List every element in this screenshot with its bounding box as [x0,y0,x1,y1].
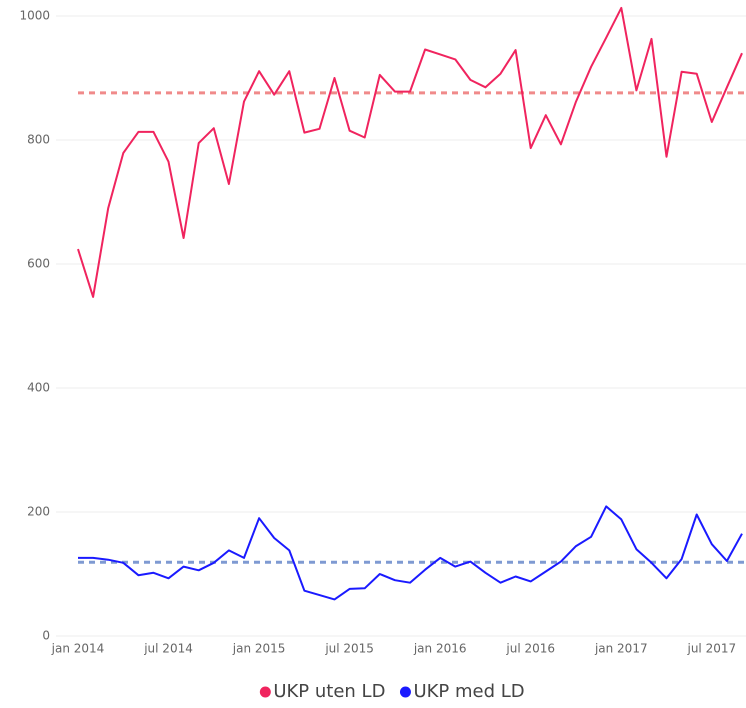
x-tick-label: jan 2016 [413,642,467,656]
y-tick-label: 400 [27,381,50,395]
legend-label: UKP uten LD [273,681,385,702]
y-tick-label: 1000 [19,9,50,23]
legend-label: UKP med LD [413,681,524,702]
x-tick-label: jan 2015 [232,642,286,656]
x-tick-label: jul 2016 [505,642,555,656]
legend: UKP uten LD UKP med LD [259,681,525,702]
x-tick-label: jul 2015 [324,642,374,656]
x-tick-label: jan 2017 [594,642,648,656]
y-tick-label: 0 [42,629,50,643]
series-line [77,6,743,298]
legend-marker [259,686,271,698]
x-tick-label: jan 2014 [51,642,105,656]
y-tick-label: 200 [27,505,50,519]
x-tick-label: jul 2014 [143,642,193,656]
series-line [78,505,743,601]
x-tick-label: jul 2017 [686,642,736,656]
legend-marker [399,686,411,698]
y-tick-label: 600 [27,257,50,271]
y-tick-label: 800 [27,133,50,147]
